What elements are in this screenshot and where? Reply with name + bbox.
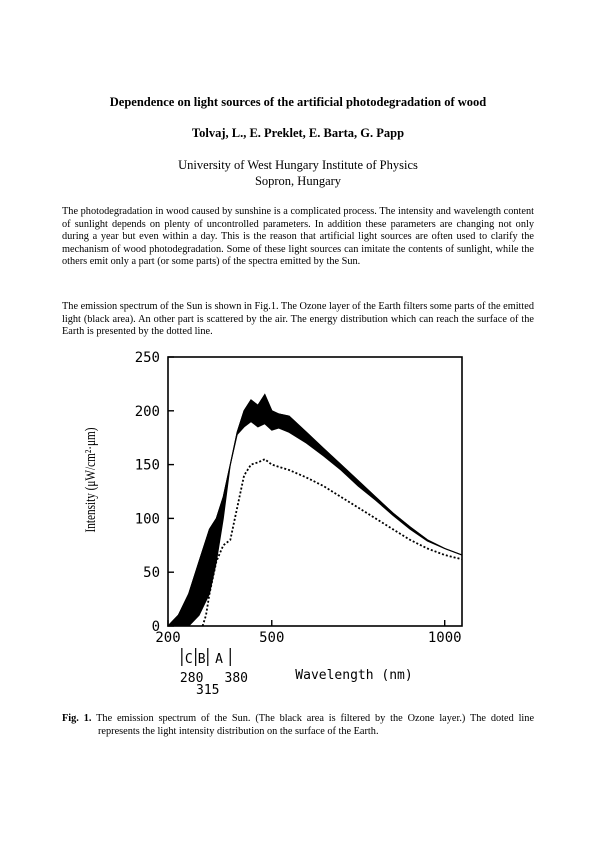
uv-band-boundary-label: 315: [196, 683, 219, 698]
plot-frame: [167, 356, 463, 627]
intro-paragraph: The photodegradation in wood caused by s…: [62, 206, 534, 267]
author-list: Tolvaj, L., E. Preklet, E. Barta, G. Pap…: [191, 126, 405, 140]
x-tick-label: 500: [259, 630, 284, 646]
y-axis-label: Intensity (μW/cm²·μm): [81, 427, 98, 532]
y-tick-label: 0: [152, 619, 160, 635]
paper-title: Dependence on light sources of the artif…: [109, 95, 487, 109]
y-tick-label: 50: [143, 565, 160, 581]
ozone-filtered-area: [166, 393, 463, 627]
figure-caption: Fig. 1. The emission spectrum of the Sun…: [62, 713, 534, 738]
uv-band-boundary-label: 280: [180, 671, 203, 686]
x-tick-label: 1000: [428, 630, 462, 646]
uv-band-letter: B: [198, 652, 206, 667]
uv-band-letter: A: [215, 652, 223, 667]
x-tick-label: 200: [155, 630, 180, 646]
x-axis-label: Wavelength (nm): [295, 668, 412, 683]
surface-spectrum-dotted-line: [201, 458, 463, 627]
uv-band-letter: C: [185, 652, 193, 667]
y-tick-label: 250: [135, 350, 160, 366]
ticks-layer: 0 50 100 150 200 250 200 500 1000: [135, 350, 462, 646]
y-tick-label: 200: [135, 404, 160, 420]
solar-spectrum-chart: 0 50 100 150 200 250 200 500 1000 Intensity (μW/…: [81, 350, 463, 698]
figure-reference-paragraph: The emission spectrum of the Sun is show…: [62, 301, 534, 337]
axes-layer: [167, 356, 463, 627]
caption-label: Fig. 1.: [62, 713, 92, 724]
y-tick-label: 100: [135, 511, 160, 527]
caption-text: The emission spectrum of the Sun. (The b…: [96, 713, 535, 737]
affiliation: University of West Hungary Institute of …: [0, 157, 596, 189]
affiliation-city: Sopron, Hungary: [254, 174, 342, 188]
series-layer: [166, 393, 463, 627]
affiliation-institute: University of West Hungary Institute of …: [178, 158, 418, 172]
uv-band-boundary-label: 380: [225, 671, 248, 686]
y-tick-label: 150: [135, 458, 160, 474]
extraterrestrial-spectrum-line: [167, 393, 463, 627]
